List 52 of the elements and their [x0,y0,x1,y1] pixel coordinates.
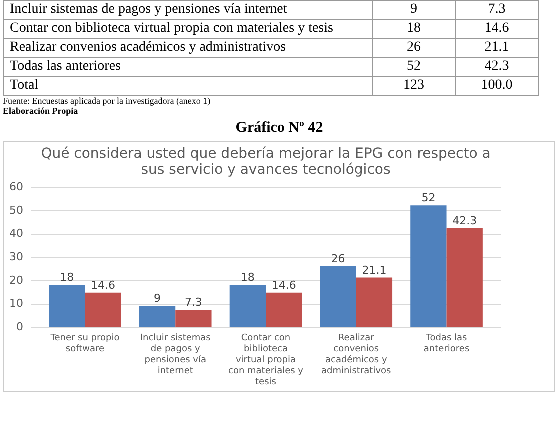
text: Total [4,76,372,96]
text: Realizar convenios académicos y administrativos [4,38,372,58]
y-tick-label: 20 [10,274,24,287]
text: 21.1 [456,38,538,58]
bar [320,266,356,327]
text: 123 [372,76,456,96]
data-label: 26 [331,252,346,266]
bar [410,206,447,327]
text: 52 [372,58,456,76]
data-label: 14.6 [272,278,296,292]
text: Gráfico Nº 42 [234,120,324,137]
y-tick-label: 60 [10,180,24,194]
bar [356,278,393,327]
y-tick-label: 30 [10,250,24,264]
bar [49,285,86,327]
x-tick-label: Tener su propio software [50,334,120,354]
data-label: 14.6 [91,278,116,292]
source-note: Fuente: Encuestas aplicada por la investigadora (anexo 1) [3,96,212,106]
text: 9 [372,0,456,20]
y-tick-label: 50 [10,204,24,217]
text: 42.3 [456,58,538,76]
bar [176,310,212,327]
y-tick-label: 10 [10,297,24,310]
bar [139,306,176,327]
text: Elaboración Propia [3,106,80,116]
data-label: 42.3 [452,214,478,228]
x-tick-label: Incluir sistemas de pagos y pensiones vía internet [140,334,212,376]
x-tick-label: Todas las anteriores [424,334,470,354]
bar [446,228,483,327]
text: Incluir sistemas de pagos y pensiones vía internet [4,0,372,20]
y-tick-label: 0 [16,320,24,334]
text: 100.0 [456,76,538,96]
text: 14.6 [456,20,538,38]
bar [266,292,302,327]
text: sus servicio y avances tecnológicos [141,162,391,178]
bar [85,292,122,327]
data-label: 9 [154,292,162,305]
x-tick-label: Contar con biblioteca virtual propia con materiales y tesis [228,334,304,388]
text: 26 [372,38,456,58]
text: 18 [372,20,456,38]
data-label: 52 [422,192,436,205]
text: Todas las anteriores [4,58,372,76]
data-label: 18 [240,271,255,284]
data-label: 18 [60,271,74,284]
bar [230,285,266,327]
data-label: 21.1 [362,264,387,277]
text: Qué considera usted que debería mejorar la EPG con respecto a [41,146,491,162]
x-tick-label: Realizar convenios académicos y administrativos [322,334,392,376]
text: 7.3 [456,0,538,20]
data-label: 7.3 [184,296,202,309]
y-tick-label: 40 [10,227,24,240]
text: Contar con biblioteca virtual propia con materiales y tesis [4,20,372,38]
